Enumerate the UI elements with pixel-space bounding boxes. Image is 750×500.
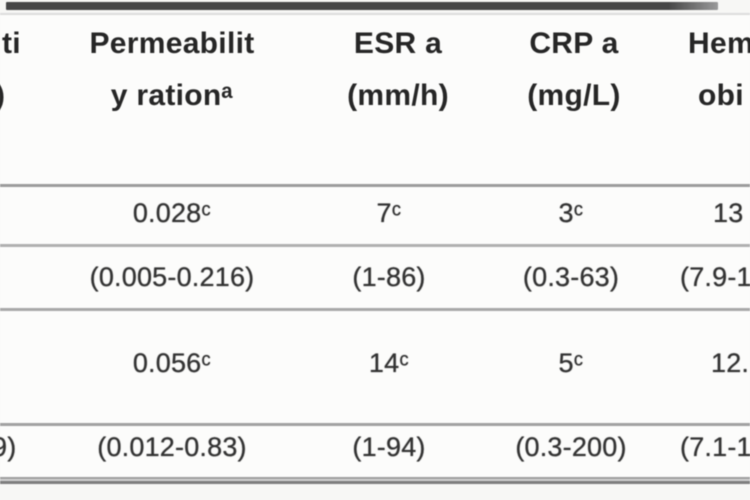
cell-range1-esr: (1-86) [352, 262, 426, 292]
cell-range1-permeability: (0.005-0.216) [89, 262, 255, 292]
row-divider-1 [0, 244, 750, 247]
cell-median1-permeability: 0.028ᶜ [132, 198, 212, 228]
header-permeability-line2: y rationᵃ [110, 79, 234, 112]
header-esr-line1: ESR a [353, 27, 443, 60]
row-divider-3 [0, 423, 750, 426]
cell-median2-crp: 5ᶜ [558, 348, 584, 378]
header-col0-line2: ) [0, 79, 5, 112]
cell-median2-esr: 14ᶜ [368, 348, 410, 378]
header-permeability-line1: Permeabilit [89, 27, 255, 60]
header-crp-line2: (mg/L) [527, 79, 621, 112]
cell-range2-crp: (0.3-200) [515, 432, 627, 462]
cell-range1-crp: (0.3-63) [522, 262, 620, 292]
header-hemoglobin-line1: Hem [688, 27, 750, 60]
cell-range2-hemoglobin: (7.1-1 [680, 432, 750, 462]
cell-median2-permeability: 0.056ᶜ [132, 348, 212, 378]
table-bottom-border [0, 477, 750, 484]
header-col0-line1: ti [2, 27, 21, 60]
cell-median1-crp: 3ᶜ [558, 198, 584, 228]
table-top-border [6, 2, 718, 10]
cell-median2-hemoglobin: 12. [711, 348, 750, 378]
cell-median1-hemoglobin: 13 [713, 198, 744, 228]
header-divider [0, 184, 750, 187]
cell-range2-col0-fragment: 9) [0, 432, 17, 462]
cell-median1-esr: 7ᶜ [376, 198, 402, 228]
row-divider-2 [0, 308, 750, 311]
header-hemoglobin-line2: obi [698, 79, 744, 112]
cell-range1-hemoglobin: (7.9-1 [680, 262, 750, 292]
cell-range2-permeability: (0.012-0.83) [97, 432, 247, 462]
cell-range2-esr: (1-94) [352, 432, 426, 462]
table-top-border-light [0, 13, 750, 15]
header-crp-line1: CRP a [529, 27, 619, 60]
header-esr-line2: (mm/h) [347, 79, 449, 112]
